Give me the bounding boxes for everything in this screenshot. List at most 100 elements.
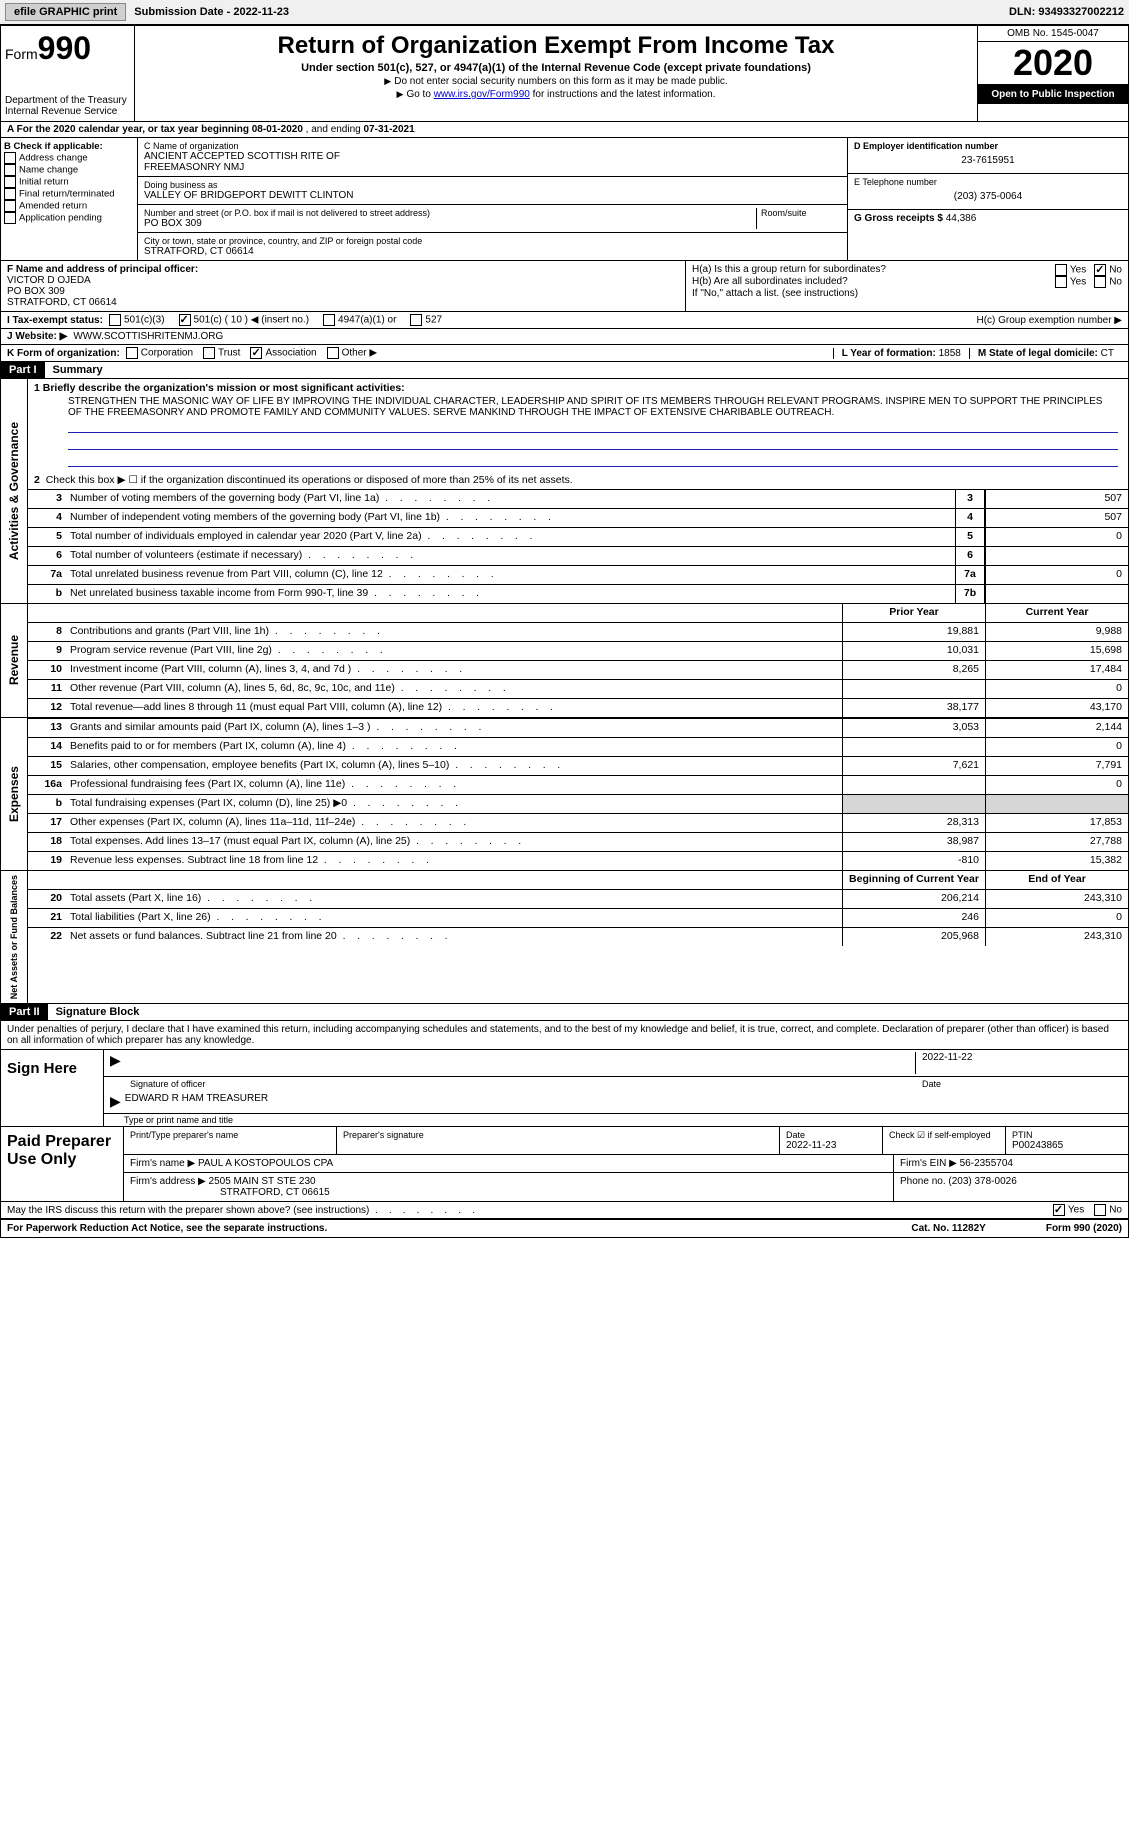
type-name-label: Type or print name and title — [104, 1114, 1128, 1126]
arrow-icon: ▶ — [110, 1093, 121, 1111]
table-row: bNet unrelated business taxable income f… — [28, 584, 1128, 603]
hb-label: H(b) Are all subordinates included? — [692, 276, 1055, 288]
governance-block: Activities & Governance 1 Briefly descri… — [1, 379, 1128, 604]
city-cell: City or town, state or province, country… — [138, 233, 847, 260]
chk-application-pending[interactable]: Application pending — [4, 212, 134, 224]
table-row: 12Total revenue—add lines 8 through 11 (… — [28, 698, 1128, 717]
page-footer: For Paperwork Reduction Act Notice, see … — [1, 1219, 1128, 1237]
efile-topbar: efile GRAPHIC print Submission Date - 20… — [0, 0, 1129, 25]
table-row: 13Grants and similar amounts paid (Part … — [28, 718, 1128, 737]
org-name-cell: C Name of organization ANCIENT ACCEPTED … — [138, 138, 847, 177]
discuss-no[interactable]: No — [1094, 1204, 1122, 1216]
gross-receipts-cell: G Gross receipts $ 44,386 — [848, 210, 1128, 227]
chk-trust[interactable]: Trust — [203, 347, 240, 359]
ssn-warning: Do not enter social security numbers on … — [145, 76, 967, 87]
header-title-block: Return of Organization Exempt From Incom… — [135, 26, 977, 121]
dba-cell: Doing business as VALLEY OF BRIDGEPORT D… — [138, 177, 847, 205]
chk-name-change[interactable]: Name change — [4, 164, 134, 176]
chk-corp[interactable]: Corporation — [126, 347, 193, 359]
dept-irs: Internal Revenue Service — [5, 106, 130, 117]
ha-label: H(a) Is this a group return for subordin… — [692, 264, 1055, 276]
table-row: 9Program service revenue (Part VIII, lin… — [28, 641, 1128, 660]
row-a-tax-year: A For the 2020 calendar year, or tax yea… — [1, 122, 1128, 138]
table-row: 10Investment income (Part VIII, column (… — [28, 660, 1128, 679]
sig-date: 2022-11-22 — [915, 1052, 1122, 1074]
paid-preparer-block: Paid Preparer Use Only Print/Type prepar… — [1, 1127, 1128, 1202]
dln: DLN: 93493327002212 — [1009, 6, 1124, 18]
paid-preparer-label: Paid Preparer Use Only — [1, 1127, 124, 1201]
form-title: Return of Organization Exempt From Incom… — [145, 32, 967, 60]
table-row: bTotal fundraising expenses (Part IX, co… — [28, 794, 1128, 813]
irs-link[interactable]: www.irs.gov/Form990 — [434, 89, 530, 100]
chk-527[interactable]: 527 — [410, 314, 442, 326]
instructions-link-row: Go to www.irs.gov/Form990 for instructio… — [145, 89, 967, 100]
form-subtitle: Under section 501(c), 527, or 4947(a)(1)… — [145, 62, 967, 74]
header-right: OMB No. 1545-0047 2020 Open to Public In… — [977, 26, 1128, 121]
submission-date-label: Submission Date - 2022-11-23 — [134, 6, 289, 18]
efile-graphic-btn[interactable]: efile GRAPHIC print — [5, 3, 126, 21]
website-value: WWW.SCOTTISHRITENMJ.ORG — [73, 331, 223, 342]
chk-initial-return[interactable]: Initial return — [4, 176, 134, 188]
hb-yes[interactable]: Yes — [1055, 276, 1086, 288]
state-domicile: M State of legal domicile: CT — [969, 348, 1122, 359]
section-fh: F Name and address of principal officer:… — [1, 261, 1128, 312]
ha-no[interactable]: No — [1094, 264, 1122, 276]
sign-here-block: Sign Here ▶ 2022-11-22 Signature of offi… — [1, 1050, 1128, 1127]
section-h: H(a) Is this a group return for subordin… — [686, 261, 1128, 311]
pra-notice: For Paperwork Reduction Act Notice, see … — [7, 1223, 327, 1234]
row-j: J Website: ▶ WWW.SCOTTISHRITENMJ.ORG — [1, 329, 1128, 345]
netassets-block: Net Assets or Fund Balances Beginning of… — [1, 871, 1128, 1004]
hc-label: H(c) Group exemption number ▶ — [976, 315, 1122, 326]
hb-no[interactable]: No — [1094, 276, 1122, 288]
section-b-title: B Check if applicable: — [4, 141, 134, 152]
form-header: Form990 Department of the Treasury Inter… — [1, 26, 1128, 122]
cat-no: Cat. No. 11282Y — [911, 1223, 985, 1234]
sig-officer-label: Signature of officer — [110, 1079, 916, 1089]
row-i: I Tax-exempt status: 501(c)(3) 501(c) ( … — [1, 312, 1128, 329]
netassets-tab: Net Assets or Fund Balances — [1, 871, 28, 1003]
line1: 1 Briefly describe the organization's mi… — [28, 379, 1128, 394]
table-row: 22Net assets or fund balances. Subtract … — [28, 927, 1128, 946]
section-f: F Name and address of principal officer:… — [1, 261, 686, 311]
street-cell: Number and street (or P.O. box if mail i… — [138, 205, 847, 233]
section-b: B Check if applicable: Address change Na… — [1, 138, 138, 260]
chk-501c[interactable]: 501(c) ( 10 ) ◀ (insert no.) — [179, 314, 310, 326]
table-row: 11Other revenue (Part VIII, column (A), … — [28, 679, 1128, 698]
line2: 2 Check this box ▶ ☐ if the organization… — [28, 471, 1128, 489]
chk-assoc[interactable]: Association — [250, 347, 316, 359]
phone-cell: E Telephone number (203) 375-0064 — [848, 174, 1128, 210]
chk-address-change[interactable]: Address change — [4, 152, 134, 164]
chk-501c3[interactable]: 501(c)(3) — [109, 314, 165, 326]
ein-cell: D Employer identification number 23-7615… — [848, 138, 1128, 174]
arrow-icon: ▶ — [110, 1052, 121, 1074]
rev-header-row: Prior Year Current Year — [28, 604, 1128, 622]
date-label: Date — [916, 1079, 1122, 1089]
form-990: Form990 Department of the Treasury Inter… — [0, 25, 1129, 1238]
ha-yes[interactable]: Yes — [1055, 264, 1086, 276]
governance-tab: Activities & Governance — [1, 379, 28, 603]
expenses-block: Expenses 13Grants and similar amounts pa… — [1, 718, 1128, 871]
self-employed-check[interactable]: Check ☑ if self-employed — [883, 1127, 1006, 1154]
chk-other[interactable]: Other ▶ — [327, 347, 377, 359]
chk-final-return[interactable]: Final return/terminated — [4, 188, 134, 200]
table-row: 20Total assets (Part X, line 16)206,2142… — [28, 889, 1128, 908]
table-row: 21Total liabilities (Part X, line 26)246… — [28, 908, 1128, 927]
omb-number: OMB No. 1545-0047 — [978, 26, 1128, 42]
revenue-block: Revenue Prior Year Current Year 8Contrib… — [1, 604, 1128, 718]
chk-4947[interactable]: 4947(a)(1) or — [323, 314, 396, 326]
form-ref: Form 990 (2020) — [1046, 1223, 1122, 1234]
part2-header: Part IISignature Block — [1, 1004, 1128, 1021]
discuss-yes[interactable]: Yes — [1053, 1204, 1084, 1216]
year-formation: L Year of formation: 1858 — [833, 348, 969, 359]
form-number: Form990 — [5, 30, 130, 67]
officer-name: EDWARD R HAM TREASURER — [125, 1093, 268, 1111]
row-klm: K Form of organization: Corporation Trus… — [1, 345, 1128, 362]
header-left: Form990 Department of the Treasury Inter… — [1, 26, 135, 121]
discuss-row: May the IRS discuss this return with the… — [1, 1202, 1128, 1219]
chk-amended-return[interactable]: Amended return — [4, 200, 134, 212]
table-row: 6Total number of volunteers (estimate if… — [28, 546, 1128, 565]
expenses-tab: Expenses — [1, 718, 28, 870]
table-row: 17Other expenses (Part IX, column (A), l… — [28, 813, 1128, 832]
table-row: 18Total expenses. Add lines 13–17 (must … — [28, 832, 1128, 851]
table-row: 19Revenue less expenses. Subtract line 1… — [28, 851, 1128, 870]
